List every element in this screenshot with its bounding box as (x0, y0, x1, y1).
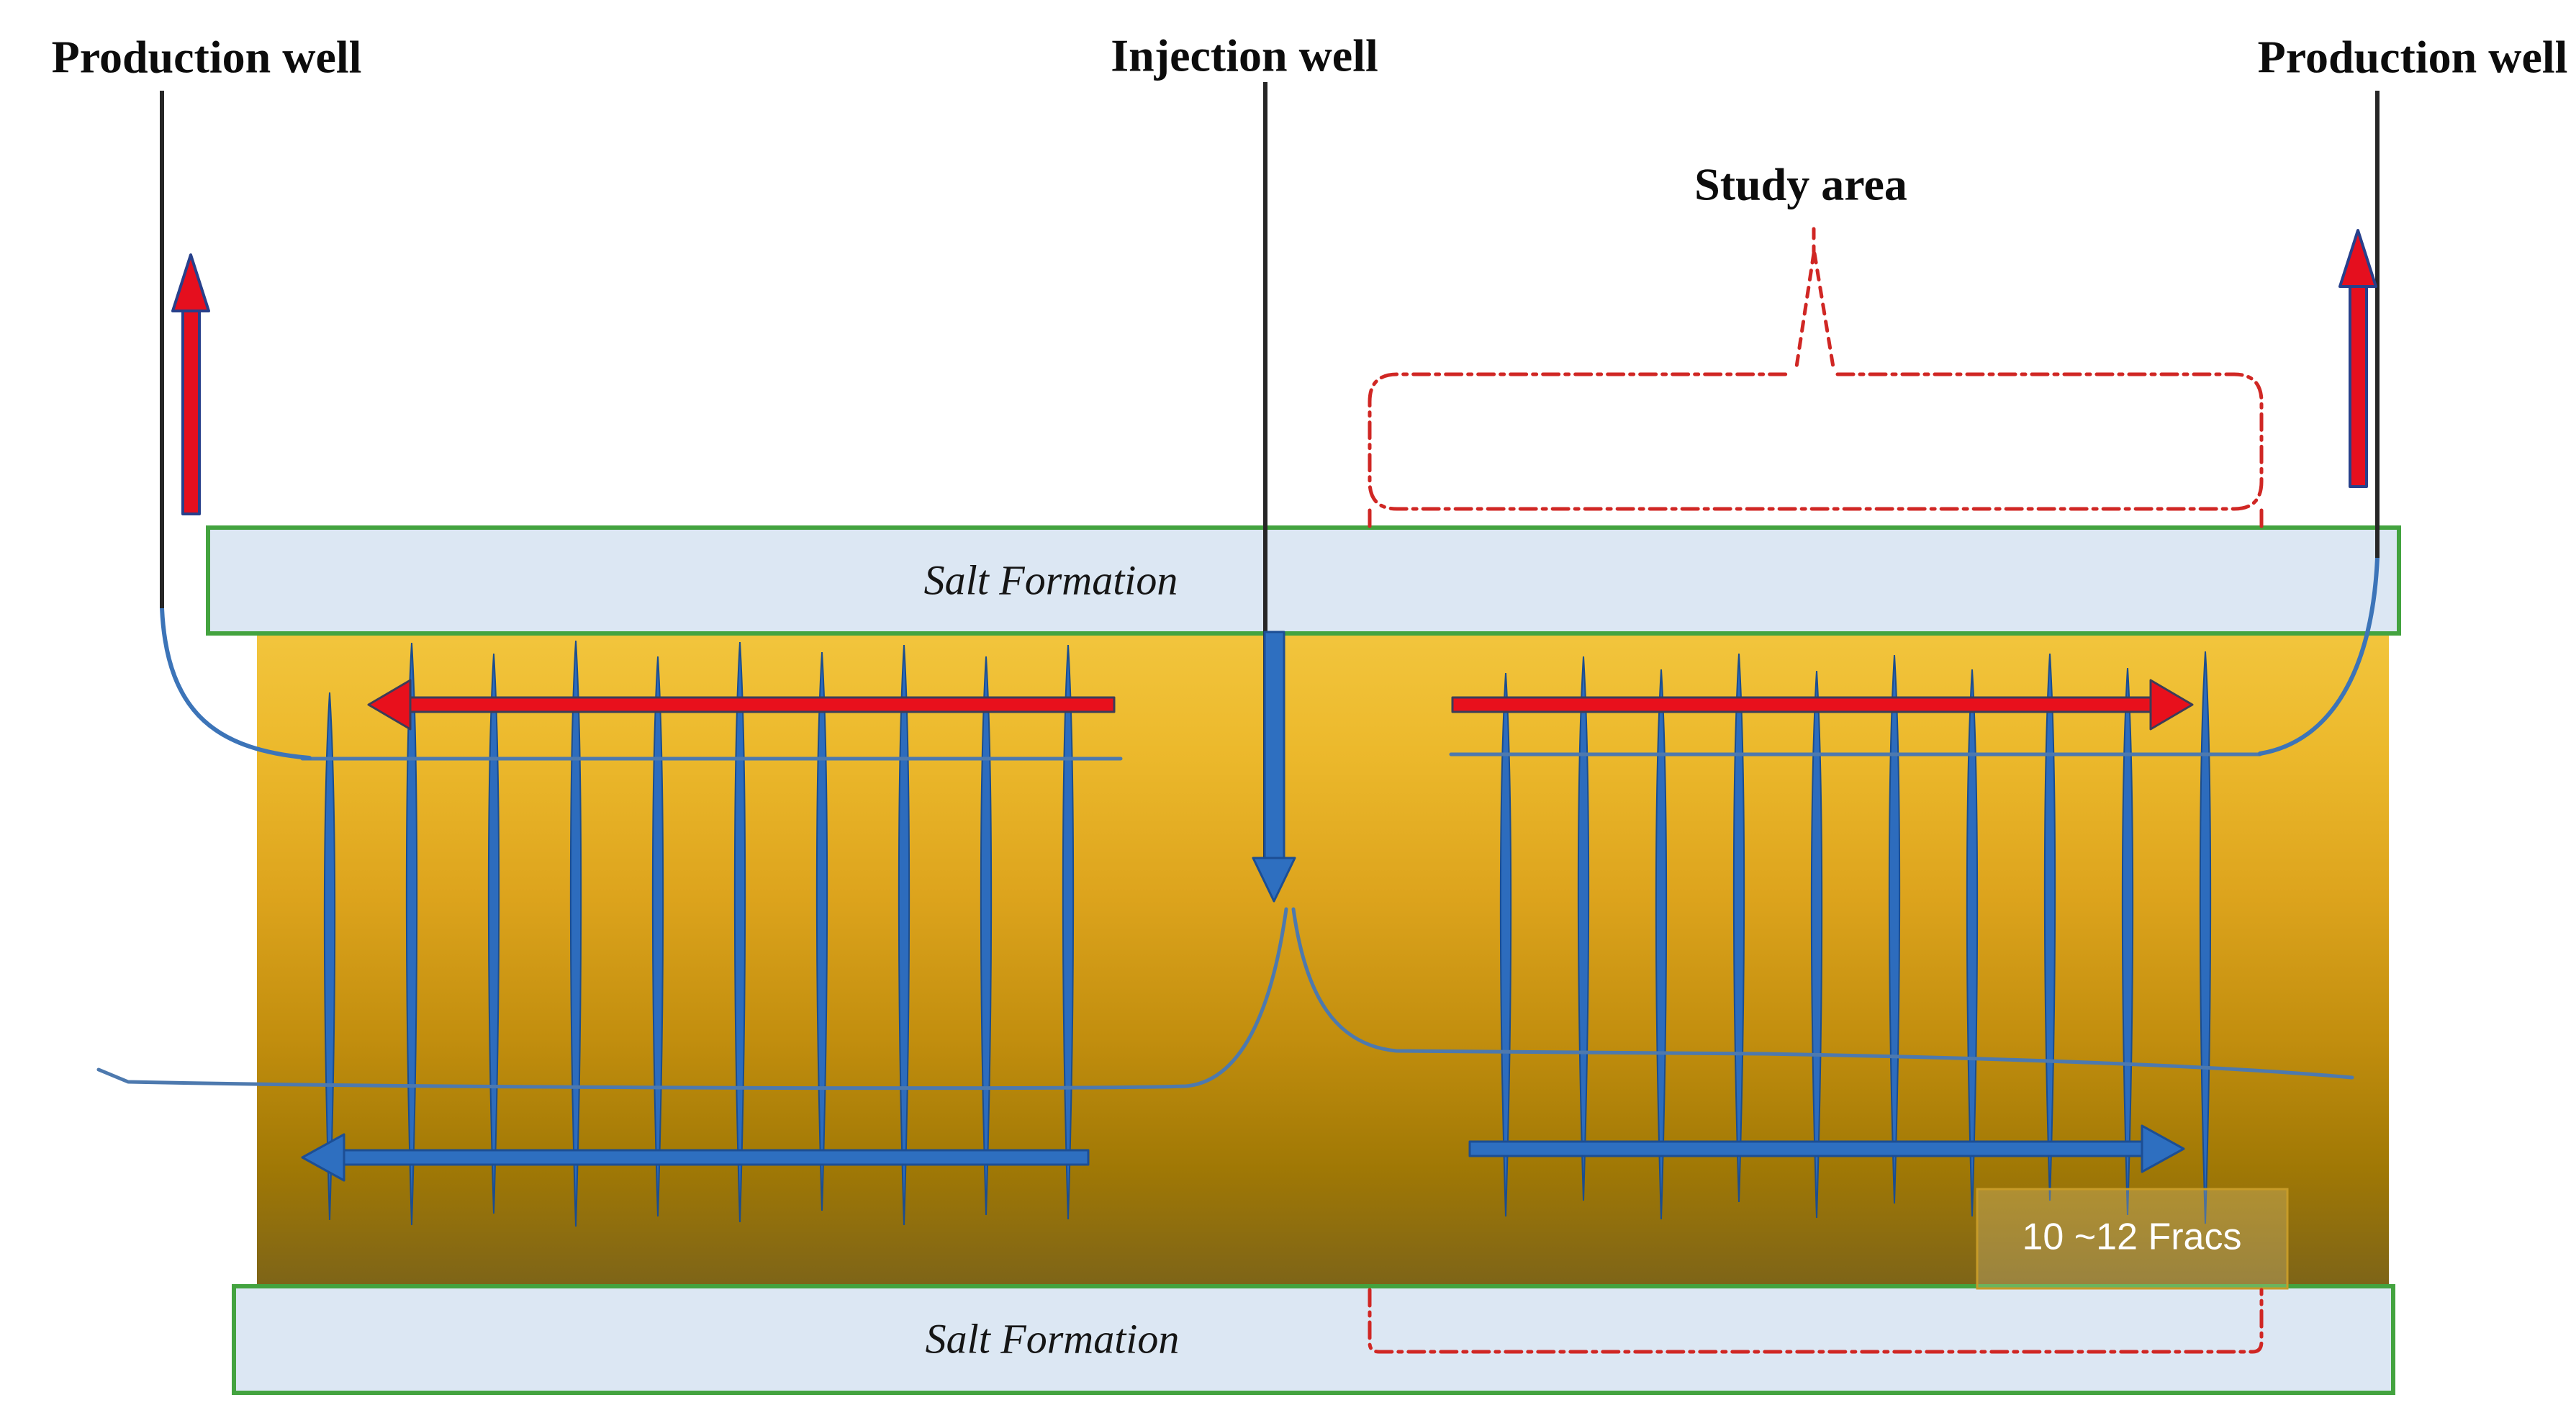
frac-spike (651, 656, 664, 1217)
frac-spike (487, 653, 500, 1214)
left-production-up-arrow (171, 253, 210, 515)
frac-spike (405, 642, 418, 1226)
frac-spike (2043, 653, 2056, 1201)
frac-spike (815, 651, 828, 1211)
fracs-count-label: 10 ~12 Fracs (2023, 1216, 2242, 1258)
production-well-right-label: Production well (2258, 32, 2568, 83)
frac-spike (1499, 672, 1512, 1217)
salt-formation-band-bottom (232, 1284, 2395, 1395)
frac-spike (898, 644, 910, 1226)
right-well-curve (2258, 556, 2380, 756)
reservoir-formation (257, 632, 2389, 1287)
right-blue-flow-arrow (1468, 1124, 2185, 1173)
frac-spike (569, 640, 582, 1227)
lower-flow-line-right (1291, 907, 2354, 1080)
right-production-up-arrow (2338, 229, 2377, 488)
right-red-flow-arrow (1451, 679, 2194, 731)
left-fracture-cluster (323, 640, 1075, 1227)
frac-spike (2121, 667, 2134, 1216)
salt-formation-top-label: Salt Formation (924, 556, 1178, 603)
frac-spike (733, 641, 746, 1223)
frac-spike (2199, 651, 2212, 1224)
production-well-left-label: Production well (52, 32, 362, 83)
frac-spike (1062, 644, 1075, 1220)
salt-formation-band-top (206, 525, 2401, 636)
study-area-outline-bottom (1368, 1288, 2264, 1354)
injection-down-arrow (1252, 631, 1296, 903)
fracs-count-box (1976, 1188, 2289, 1290)
frac-spike (323, 692, 336, 1221)
injection-well-label: Injection well (1111, 30, 1378, 81)
frac-spike (1577, 656, 1590, 1201)
left-well-curve (160, 606, 312, 760)
left-blue-flow-arrow (301, 1133, 1090, 1182)
study-area-leader (1794, 227, 1836, 374)
frac-spike (980, 656, 993, 1216)
lower-flow-line-left (96, 907, 1288, 1090)
left-red-flow-arrow (367, 679, 1116, 731)
frac-spike (1810, 670, 1823, 1219)
frac-spike (1966, 669, 1979, 1217)
study-area-label: Study area (1694, 159, 1907, 210)
salt-formation-bottom-label: Salt Formation (926, 1315, 1180, 1362)
study-area-outline-top (1368, 372, 2264, 511)
right-fracture-cluster (1499, 651, 2212, 1224)
frac-spike (1888, 654, 1901, 1204)
frac-spike (1655, 669, 1668, 1220)
frac-spike (1732, 653, 1745, 1203)
